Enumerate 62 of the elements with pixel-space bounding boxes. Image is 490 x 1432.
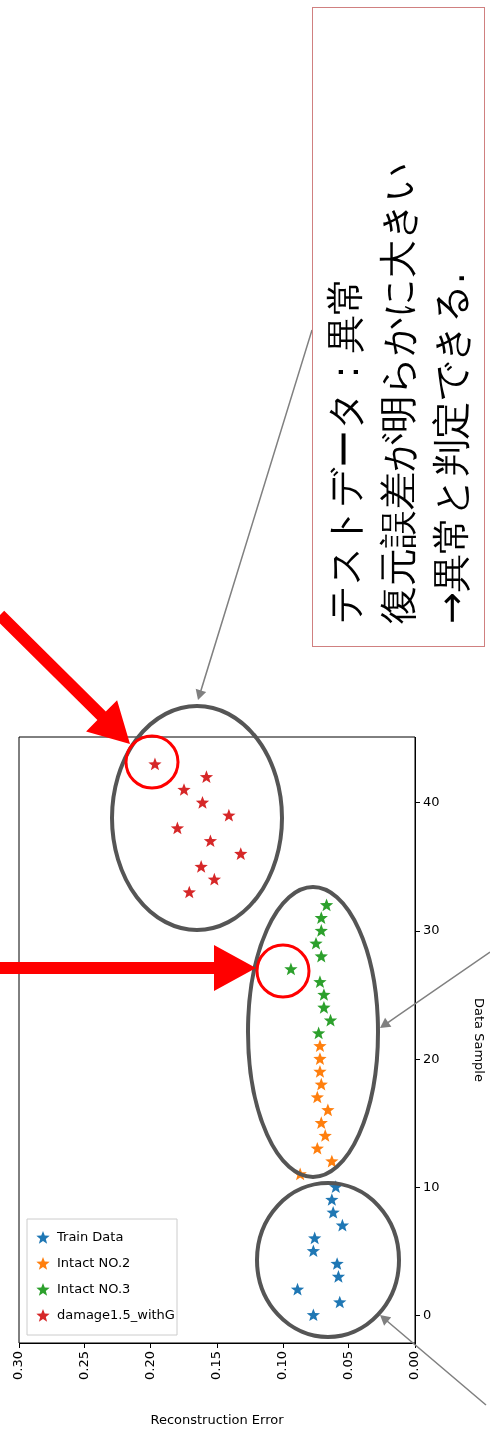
legend-label: Intact NO.2 (57, 1255, 131, 1271)
text: テストデータ：異常 (322, 276, 368, 624)
point (325, 1193, 339, 1206)
point (290, 1282, 305, 1296)
point (313, 1052, 327, 1065)
x-tick-label: 0.30 (10, 1351, 26, 1380)
point (314, 1077, 328, 1091)
point (194, 860, 208, 873)
x-tick-label: 0.10 (274, 1351, 290, 1380)
point (325, 1154, 339, 1168)
point (306, 1244, 321, 1258)
y-tick-label: 10 (423, 1178, 440, 1194)
y-tick-label: 20 (423, 1050, 440, 1066)
legend-label: Intact NO.3 (57, 1281, 131, 1297)
point (203, 834, 218, 848)
point (314, 911, 328, 924)
point (310, 1141, 324, 1155)
x-tick-label: 0.20 (142, 1351, 158, 1380)
point (313, 975, 327, 989)
y-tick-label: 30 (423, 922, 440, 938)
point (306, 1308, 321, 1322)
point (199, 770, 214, 784)
point (319, 898, 334, 912)
legend-label: damage1.5_withG (57, 1307, 175, 1323)
point (222, 808, 236, 822)
point (310, 1090, 324, 1104)
point (321, 1103, 335, 1117)
point (313, 1065, 327, 1078)
point (331, 1270, 346, 1283)
point (309, 936, 323, 950)
point (318, 1129, 332, 1142)
point (317, 988, 331, 1001)
x-tick-label: 0.05 (340, 1351, 356, 1380)
y-tick-label: 40 (423, 794, 440, 810)
x-axis-title: Reconstruction Error (150, 1411, 285, 1427)
legend-label: Train Data (56, 1229, 124, 1245)
point (308, 1231, 322, 1245)
point (333, 1295, 347, 1309)
point (170, 821, 185, 835)
x-tick-label: 0.25 (76, 1351, 92, 1380)
point (314, 1116, 328, 1129)
point (234, 847, 248, 860)
point (313, 1039, 327, 1053)
point (317, 1000, 331, 1014)
point (195, 795, 210, 809)
x-tick-label: 0.15 (208, 1351, 224, 1380)
point (326, 1205, 340, 1219)
text: →異常と判定できる. (428, 271, 474, 624)
point (314, 949, 328, 963)
point (335, 1218, 350, 1232)
point (330, 1257, 344, 1270)
point (323, 1013, 338, 1027)
point (311, 1026, 326, 1040)
point (182, 885, 196, 899)
point (207, 872, 222, 886)
point (284, 962, 298, 976)
y-tick-label: 0 (423, 1306, 432, 1322)
y-axis-title: Data Sample (471, 998, 487, 1082)
point (314, 924, 328, 937)
point (177, 783, 191, 796)
x-tick-label: 0.00 (406, 1351, 422, 1380)
text: 復元誤差が明らかに大きい (375, 161, 421, 624)
